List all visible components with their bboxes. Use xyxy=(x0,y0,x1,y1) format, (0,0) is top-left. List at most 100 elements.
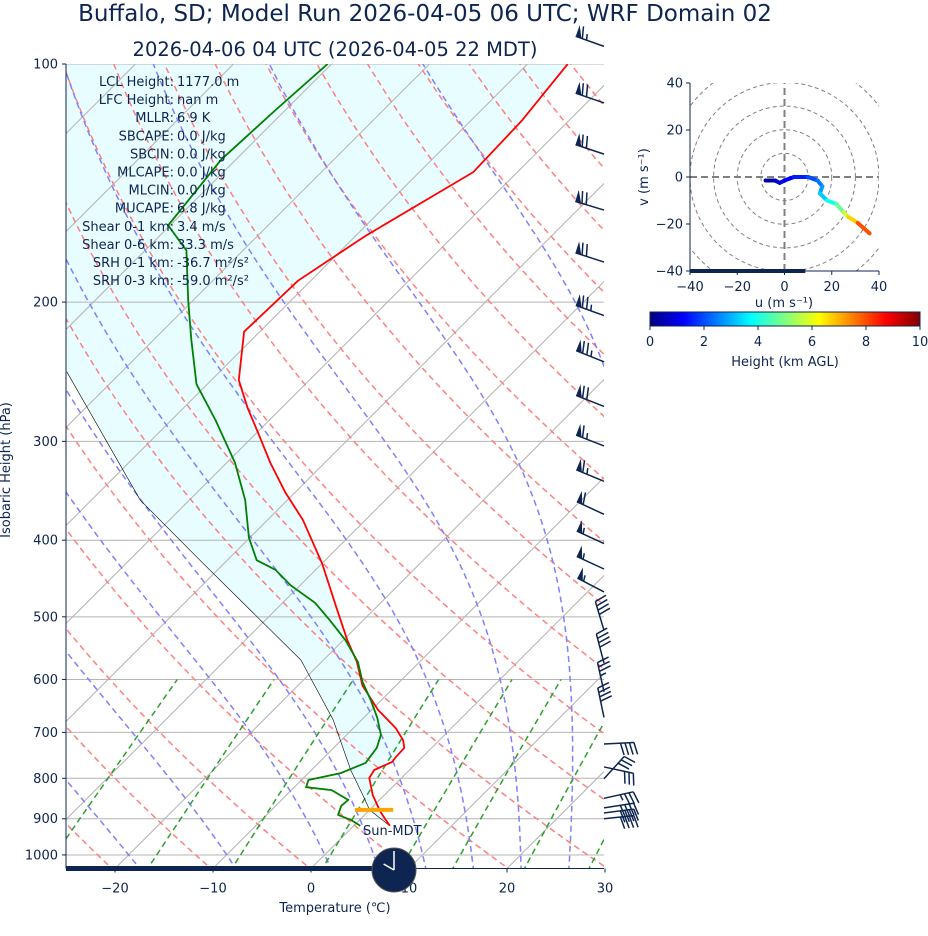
barb-half xyxy=(590,304,593,311)
barb-full xyxy=(598,660,610,668)
sun-label: Sun-MDT xyxy=(363,824,422,839)
barb-full xyxy=(624,816,630,829)
barb-half xyxy=(582,527,586,535)
hodograph-y-tick-label: 20 xyxy=(666,124,683,139)
barb-full xyxy=(581,134,584,147)
barb-flag xyxy=(575,189,582,204)
isotherm-line xyxy=(66,64,430,429)
clock-icon xyxy=(371,847,417,893)
y-tick-label: 900 xyxy=(33,812,58,827)
dry-adiabat-line xyxy=(66,317,604,868)
parcel-profile-line xyxy=(66,371,390,827)
dry-adiabat-line xyxy=(417,64,604,294)
wind-barb xyxy=(575,133,605,155)
colorbar-label: Height (km AGL) xyxy=(731,355,839,370)
barb-half xyxy=(582,553,586,560)
barb-full xyxy=(582,460,586,473)
y-tick-label: 500 xyxy=(33,610,58,625)
clock-hour-hand xyxy=(383,863,395,871)
barb-full xyxy=(586,342,590,356)
barb-shaft xyxy=(575,252,605,263)
wind-barb xyxy=(575,241,605,263)
barb-shaft xyxy=(603,741,635,745)
stat-value: 6.9 K xyxy=(177,111,211,126)
dry-adiabat-line xyxy=(570,64,604,107)
barb-shaft xyxy=(576,501,605,516)
barb-shaft xyxy=(594,601,605,631)
barb-full xyxy=(585,135,589,149)
barb-half xyxy=(586,433,589,440)
barb-shaft xyxy=(595,633,605,664)
x-tick-label: −20 xyxy=(101,882,128,897)
barb-shaft xyxy=(603,791,634,800)
isotherm-line xyxy=(66,182,604,723)
barb-shaft xyxy=(575,350,605,363)
hodograph-x-tick-label: −40 xyxy=(676,280,703,295)
hodograph-x-tick-label: 20 xyxy=(823,280,840,295)
isotherm-line xyxy=(605,64,928,868)
wind-barb xyxy=(603,766,635,786)
y-tick-label: 400 xyxy=(33,534,58,549)
colorbar-tick-label: 6 xyxy=(808,335,816,350)
barb-flag xyxy=(576,520,583,534)
stat-value: nan m xyxy=(177,93,218,108)
hodograph-x-tick-label: −20 xyxy=(724,280,751,295)
wind-barb xyxy=(575,294,605,317)
stat-label: MLCIN: xyxy=(129,184,174,199)
wind-barbs xyxy=(575,25,640,829)
barb-full xyxy=(598,636,610,644)
dry-adiabat-line xyxy=(66,527,412,869)
barb-flag xyxy=(576,490,583,505)
colorbar-tick-label: 10 xyxy=(912,335,928,350)
barb-full xyxy=(581,385,585,399)
y-axis-label: Isobaric Height (hPa) xyxy=(0,402,14,538)
isotherm-line xyxy=(506,770,604,869)
hodograph-y-tick-label: 0 xyxy=(675,171,683,186)
stat-label: LCL Height: xyxy=(99,75,174,90)
isotherm-line xyxy=(66,64,234,233)
stat-label: Shear 0-1 km: xyxy=(82,220,174,235)
wind-barb xyxy=(575,339,605,363)
barb-flag xyxy=(576,458,582,473)
barb-shaft xyxy=(597,687,605,718)
isotherm-line xyxy=(66,84,604,625)
moist-adiabat-line xyxy=(66,69,475,869)
barb-full xyxy=(598,686,611,694)
wind-barb xyxy=(603,791,640,806)
wind-barb xyxy=(575,189,605,211)
moist-adiabat-line xyxy=(66,650,237,869)
barb-shaft xyxy=(603,756,625,780)
barb-full xyxy=(632,802,640,815)
x-tick-label: 20 xyxy=(499,882,516,897)
barb-flag xyxy=(575,25,582,39)
mixing-ratio-line xyxy=(523,721,604,869)
colorbar-tick-label: 4 xyxy=(754,335,762,350)
barb-shaft xyxy=(575,143,605,155)
barb-half xyxy=(582,575,586,582)
stat-value: 33.3 m/s xyxy=(177,238,234,253)
dry-adiabat-line xyxy=(66,69,604,735)
dry-adiabat-line xyxy=(113,64,604,670)
barb-full xyxy=(624,742,630,756)
mixing-ratio-line xyxy=(399,679,513,869)
dry-adiabat-line xyxy=(621,64,928,872)
isotherm-line xyxy=(66,64,332,331)
barb-shaft xyxy=(575,35,605,48)
barb-full xyxy=(628,742,634,755)
barb-half xyxy=(590,350,593,357)
barb-full xyxy=(617,762,630,770)
cin-shading xyxy=(66,64,568,826)
barb-full xyxy=(600,695,613,702)
hodograph-y-tick-label: −20 xyxy=(656,218,683,233)
colorbar-tick-label: 8 xyxy=(862,335,870,350)
y-tick-label: 700 xyxy=(33,726,58,741)
mixing-ratio-line xyxy=(451,679,562,869)
wind-barb xyxy=(575,25,605,48)
barb-shaft xyxy=(596,662,605,693)
barb-full xyxy=(585,296,589,310)
barb-full xyxy=(586,387,590,400)
isotherm-line xyxy=(114,378,604,869)
barb-full xyxy=(581,191,584,204)
stat-value: -59.0 m²/s² xyxy=(177,274,249,289)
barb-full xyxy=(585,243,588,257)
